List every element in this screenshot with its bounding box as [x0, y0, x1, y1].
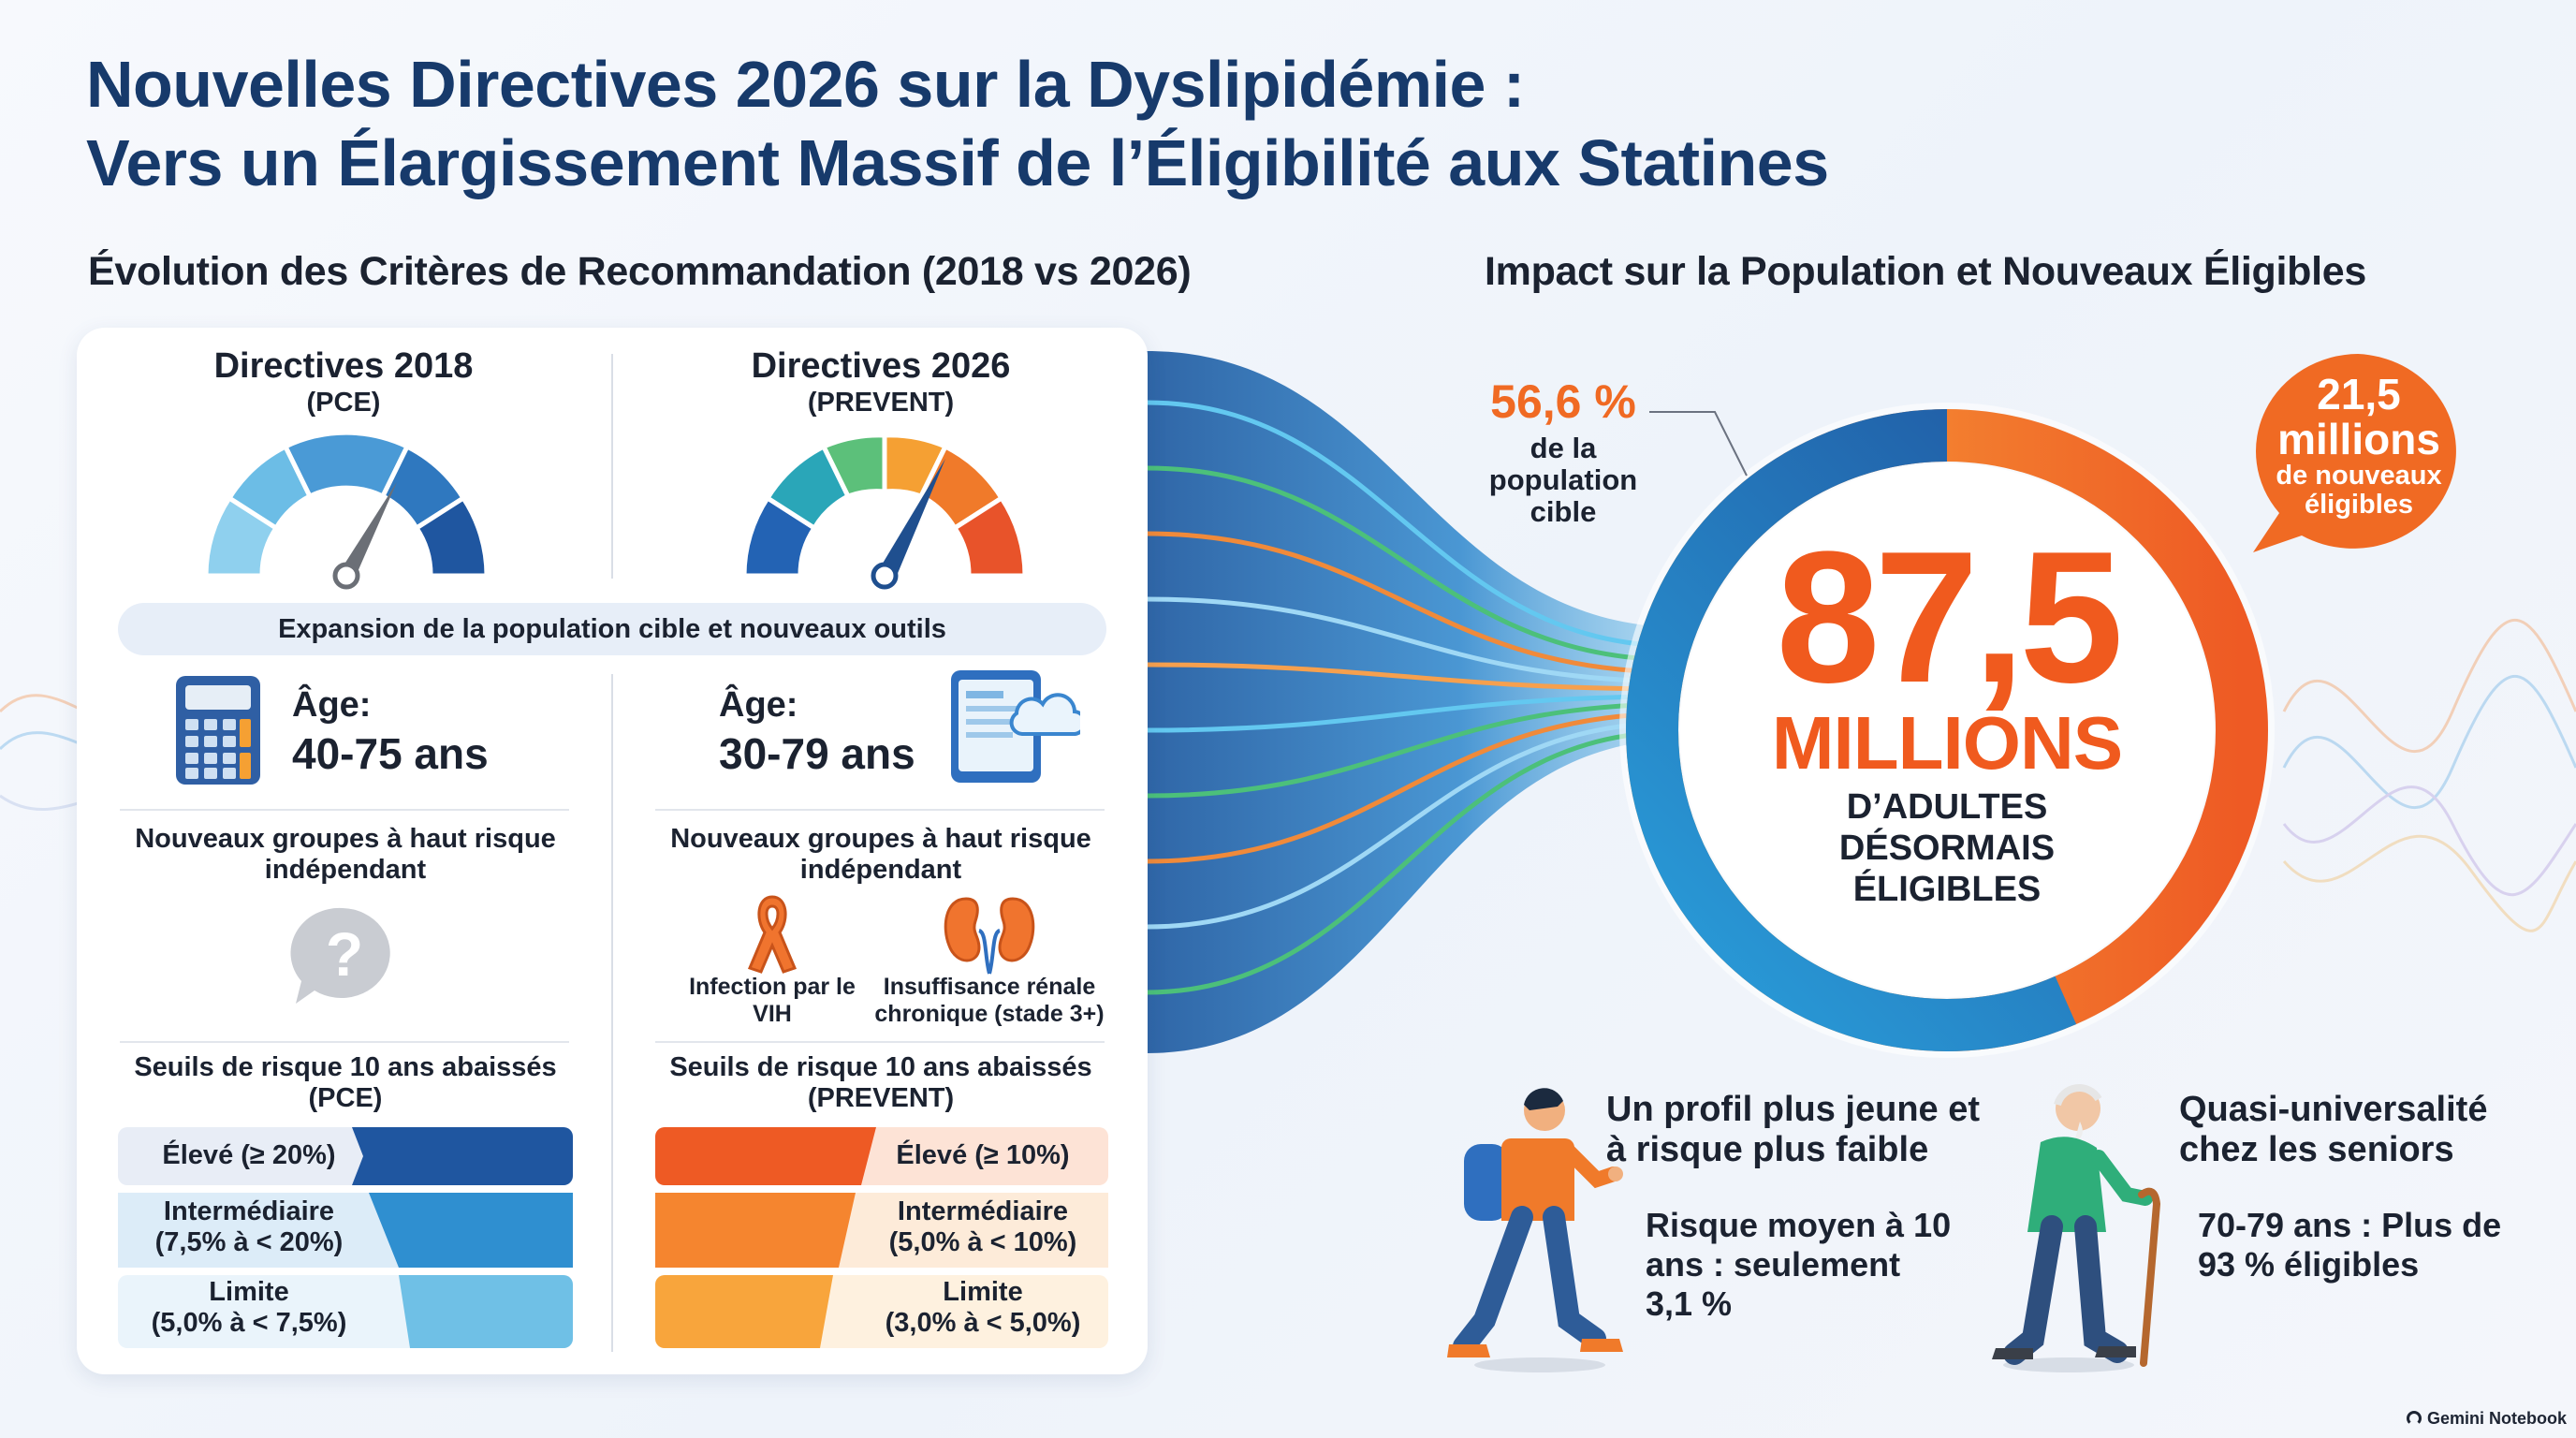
title-line-2: Vers un Élargissement Massif de l’Éligib…: [86, 126, 1829, 199]
ribbon-icon: [747, 895, 798, 974]
footer-brand: Gemini Notebook: [2389, 1406, 2567, 1431]
gauge-2026-icon: [741, 433, 1028, 590]
gemini-logo-icon: [2406, 1411, 2422, 1426]
col-2026-title: Directives 2026: [751, 346, 1011, 386]
calculator-icon: [176, 676, 260, 785]
young-profile-text: Risque moyen à 10 ans : seulement 3,1 %: [1646, 1206, 1952, 1323]
divider-2026-a: [655, 809, 1105, 811]
thresholds-2026-heading: Seuils de risque 10 ans abaissés (PREVEN…: [669, 1052, 1092, 1113]
right-section-heading: Impact sur la Population et Nouveaux Éli…: [1485, 249, 2366, 294]
tier-2026-high: Élevé (≥ 10%): [896, 1140, 1070, 1170]
page-title: Nouvelles Directives 2026 sur la Dyslipi…: [86, 45, 2239, 202]
total-unit: MILLIONS: [1771, 701, 2123, 785]
age-2026-value: 30-79 ans: [719, 729, 915, 778]
tier-2026-low-range: (3,0% à < 5,0%): [885, 1308, 1081, 1338]
age-2018-label: Âge:: [292, 685, 372, 725]
age-2018-value: 40-75 ans: [292, 729, 489, 778]
groups-heading-2026: Nouveaux groupes à haut risque indépenda…: [670, 824, 1091, 885]
tiers-2018-shapes: [118, 1127, 573, 1348]
tier-2018-low-name: Limite: [209, 1277, 289, 1307]
column-divider-top: [611, 354, 613, 579]
col-2026-subtitle: (PREVENT): [807, 388, 955, 418]
flow-ribbons: [1147, 351, 1671, 1053]
donut-arc-target: [1626, 409, 2268, 1051]
thresholds-2018-heading: Seuils de risque 10 ans abaissés (PCE): [134, 1052, 557, 1113]
total-number: 87,5: [1776, 513, 2123, 722]
question-bubble-icon: ?: [290, 907, 390, 1004]
footer-brand-text: Gemini Notebook: [2426, 1408, 2567, 1428]
young-profile-title: Un profil plus jeune et à risque plus fa…: [1606, 1090, 1981, 1169]
senior-profile-text: 70-79 ans : Plus de 93 % éligibles: [2198, 1206, 2502, 1284]
pct-desc-2: population: [1488, 463, 1638, 496]
badge-number: 21,5: [2317, 370, 2401, 418]
title-line-1: Nouvelles Directives 2026 sur la Dyslipi…: [86, 48, 1525, 121]
pct-desc-1: de la: [1530, 432, 1597, 464]
divider-2018-b: [120, 1041, 569, 1043]
tier-2018-low-range: (5,0% à < 7,5%): [151, 1308, 347, 1338]
age-2026-label: Âge:: [719, 685, 798, 725]
kidney-icon: [944, 897, 1035, 975]
divider-2018-a: [120, 809, 569, 811]
tablet-cloud-icon: [951, 670, 1080, 783]
badge-unit: millions: [2277, 415, 2440, 463]
pct-value: 56,6 %: [1490, 375, 1636, 428]
divider-2026-b: [655, 1041, 1105, 1043]
col-2018-title: Directives 2018: [213, 346, 474, 386]
tier-2026-mid-range: (5,0% à < 10%): [888, 1227, 1077, 1257]
col-2018-subtitle: (PCE): [306, 388, 381, 418]
population-donut: [1619, 403, 2275, 1058]
tiers-2026-shapes: [655, 1127, 1108, 1348]
pct-leader-line: [1649, 411, 1748, 477]
tier-2018-mid-range: (7,5% à < 20%): [154, 1227, 344, 1257]
tier-2026-mid-name: Intermédiaire: [897, 1196, 1069, 1226]
senior-walker-icon: [1992, 1084, 2161, 1372]
gauge-2018-icon: [203, 431, 490, 590]
groups-heading-2018: Nouveaux groupes à haut risque indépenda…: [135, 824, 556, 885]
expansion-banner: Expansion de la population cible et nouv…: [118, 603, 1106, 655]
tier-2018-mid-name: Intermédiaire: [163, 1196, 335, 1226]
tier-2026-low-name: Limite: [943, 1277, 1023, 1307]
new-eligible-badge: [2253, 354, 2456, 552]
total-description: D’ADULTES DÉSORMAIS ÉLIGIBLES: [1838, 787, 2056, 909]
group-hiv-label: Infection par le VIH: [689, 974, 856, 1027]
group-ckd-label: Insuffisance rénale chronique (stade 3+): [874, 974, 1105, 1027]
pct-desc-3: cible: [1530, 495, 1597, 528]
tier-2018-high: Élevé (≥ 20%): [162, 1140, 336, 1170]
svg-text:?: ?: [326, 919, 363, 989]
column-divider-bottom: [611, 674, 613, 1352]
senior-profile-title: Quasi-universalité chez les seniors: [2179, 1090, 2488, 1169]
young-walker-icon: [1447, 1088, 1623, 1372]
left-section-heading: Évolution des Critères de Recommandation…: [88, 249, 1192, 294]
badge-desc-1: de nouveaux: [2276, 461, 2442, 491]
badge-desc-2: éligibles: [2304, 490, 2414, 520]
